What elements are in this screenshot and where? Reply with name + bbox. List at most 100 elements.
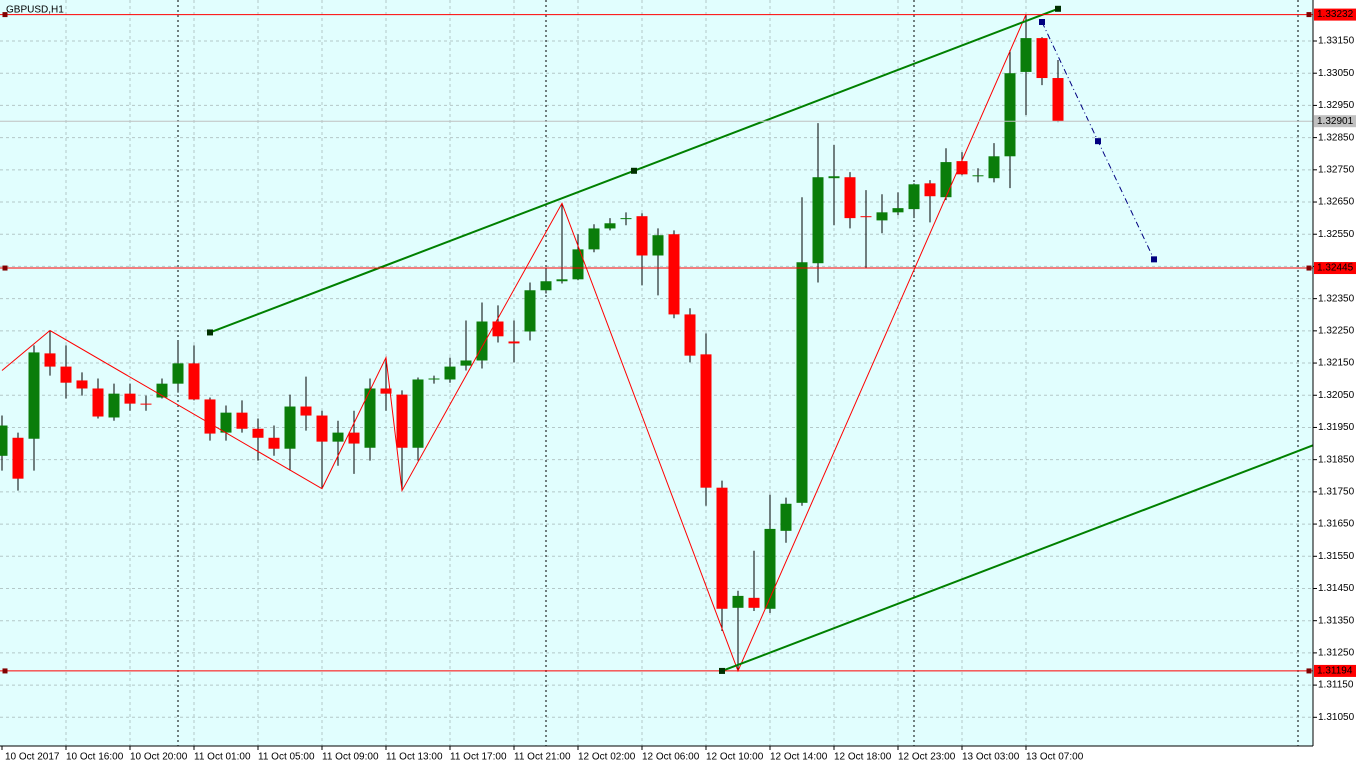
candle-body: [188, 363, 200, 400]
x-tick-label: 11 Oct 01:00: [194, 752, 251, 763]
candle-body: [268, 437, 280, 449]
y-tick-label: 1.32950: [1318, 100, 1355, 111]
candle-body: [668, 234, 680, 315]
bid-label-box: [1314, 115, 1356, 128]
candle-body: [524, 290, 536, 332]
y-tick-label: 1.32850: [1318, 132, 1355, 143]
candle-body: [940, 162, 952, 198]
candle-body: [76, 380, 88, 389]
candle-body: [284, 406, 296, 449]
price-label-box: [1314, 8, 1356, 21]
candle-body: [780, 503, 792, 531]
grid: [0, 0, 1313, 746]
candle-body: [1020, 38, 1032, 72]
anchor-marker: [1039, 19, 1045, 26]
candle-body: [476, 321, 488, 361]
y-tick-label: 1.31850: [1318, 454, 1355, 465]
price-label: 1.32445: [1317, 263, 1354, 274]
y-tick-label: 1.31650: [1318, 519, 1355, 530]
y-tick-label: 1.32550: [1318, 229, 1355, 240]
candle-body: [300, 406, 312, 416]
candle-body: [828, 176, 840, 179]
candle-body: [492, 321, 504, 337]
y-tick-label: 1.32650: [1318, 197, 1355, 208]
candle-body: [572, 249, 584, 280]
x-tick-label: 11 Oct 17:00: [450, 752, 507, 763]
x-tick-label: 12 Oct 18:00: [834, 752, 892, 763]
y-tick-label: 1.31050: [1318, 712, 1355, 723]
price-label-box: [1314, 664, 1356, 677]
candle-body: [1052, 78, 1064, 122]
x-tick-label: 12 Oct 23:00: [898, 752, 956, 763]
candle-body: [908, 184, 920, 210]
candle-body: [700, 354, 712, 488]
y-tick-label: 1.32750: [1318, 164, 1355, 175]
channel-parallel-line: [721, 444, 1313, 672]
anchor-marker: [1055, 5, 1061, 12]
candle-body: [156, 383, 168, 398]
candle-body: [588, 228, 600, 250]
candle-body: [124, 393, 136, 404]
price-line-marker: [1306, 668, 1312, 674]
candle-body: [796, 262, 808, 503]
anchor-marker: [1095, 138, 1101, 145]
candle-body: [92, 388, 104, 417]
candle-body: [636, 216, 648, 256]
candle-body: [0, 425, 8, 456]
x-tick-label: 11 Oct 13:00: [386, 752, 443, 763]
candle-body: [844, 177, 856, 219]
candle-body: [332, 432, 344, 442]
y-tick-label: 1.33050: [1318, 68, 1355, 79]
x-tick-label: 12 Oct 02:00: [578, 752, 636, 763]
y-tick-label: 1.31750: [1318, 487, 1355, 498]
y-tick-label: 1.31350: [1318, 615, 1355, 626]
x-tick-label: 12 Oct 10:00: [706, 752, 764, 763]
candle-body: [108, 393, 120, 418]
bid-label: 1.32901: [1317, 116, 1354, 127]
x-tick-label: 13 Oct 03:00: [962, 752, 1020, 763]
price-label: 1.31194: [1317, 666, 1353, 677]
candle-body: [172, 363, 184, 384]
price-line-marker: [1306, 265, 1312, 271]
candle-body: [44, 353, 56, 367]
plot-background: [0, 0, 1313, 746]
candle-body: [988, 156, 1000, 179]
candle-body: [892, 208, 904, 213]
axes: 1.33150 1.33050 1.32950 1.32850 1.32750 1.326…: [1, 8, 1356, 763]
y-tick-label: 1.32150: [1318, 358, 1355, 369]
x-tick-label: 11 Oct 09:00: [322, 752, 379, 763]
candle-body: [972, 175, 984, 177]
x-tick-label: 11 Oct 05:00: [258, 752, 315, 763]
x-tick-label: 10 Oct 20:00: [130, 752, 188, 763]
y-tick-label: 1.31550: [1318, 551, 1355, 562]
candle-body: [620, 218, 632, 220]
price-label: 1.33232: [1317, 9, 1354, 20]
x-tick-label: 13 Oct 07:00: [1026, 752, 1084, 763]
candle-body: [956, 161, 968, 175]
y-tick-label: 1.31950: [1318, 422, 1355, 433]
candle-body: [364, 388, 376, 448]
candle-body: [60, 366, 72, 383]
price-line-marker: [1306, 12, 1312, 18]
candle-body: [1036, 38, 1048, 79]
candle-body: [252, 428, 264, 438]
anchor-marker: [719, 667, 725, 674]
zigzag-line: [1, 14, 1027, 673]
candle-body: [556, 279, 568, 282]
x-tick-label: 12 Oct 14:00: [770, 752, 828, 763]
candle-body: [204, 399, 216, 434]
chart-title: GBPUSD,H1: [6, 5, 64, 16]
x-tick-label: 10 Oct 2017: [5, 752, 60, 763]
candle-body: [876, 212, 888, 221]
y-tick-label: 1.31450: [1318, 583, 1355, 594]
candle-body: [812, 177, 824, 264]
candle-body: [12, 437, 24, 479]
anchor-marker: [207, 329, 213, 336]
candle-body: [380, 388, 392, 394]
candle-body: [396, 394, 408, 448]
candle-body: [1004, 73, 1016, 157]
candle-body: [652, 235, 664, 256]
candle-body: [428, 378, 440, 380]
price-label-box: [1314, 262, 1356, 275]
